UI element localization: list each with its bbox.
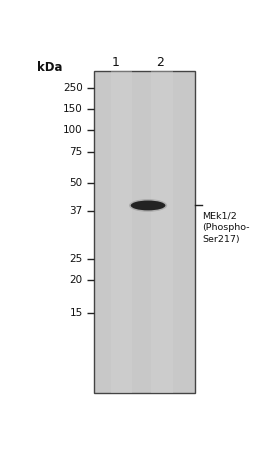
Bar (151, 71, 173, 393)
Text: 20: 20 (69, 275, 83, 285)
Text: MEk1/2
(Phospho-
Ser217): MEk1/2 (Phospho- Ser217) (203, 212, 250, 244)
Text: 1: 1 (111, 56, 119, 69)
Text: 25: 25 (69, 254, 83, 264)
Bar (111, 71, 132, 393)
Bar (94, 71, 195, 393)
Text: 37: 37 (69, 207, 83, 217)
Text: 15: 15 (69, 308, 83, 319)
Text: 2: 2 (156, 56, 164, 69)
Text: 75: 75 (69, 147, 83, 157)
Text: 250: 250 (63, 83, 83, 93)
Text: 100: 100 (63, 126, 83, 135)
Text: kDa: kDa (37, 61, 63, 74)
Ellipse shape (129, 199, 167, 212)
Ellipse shape (131, 201, 165, 210)
Text: 150: 150 (63, 104, 83, 114)
Text: 50: 50 (69, 178, 83, 188)
